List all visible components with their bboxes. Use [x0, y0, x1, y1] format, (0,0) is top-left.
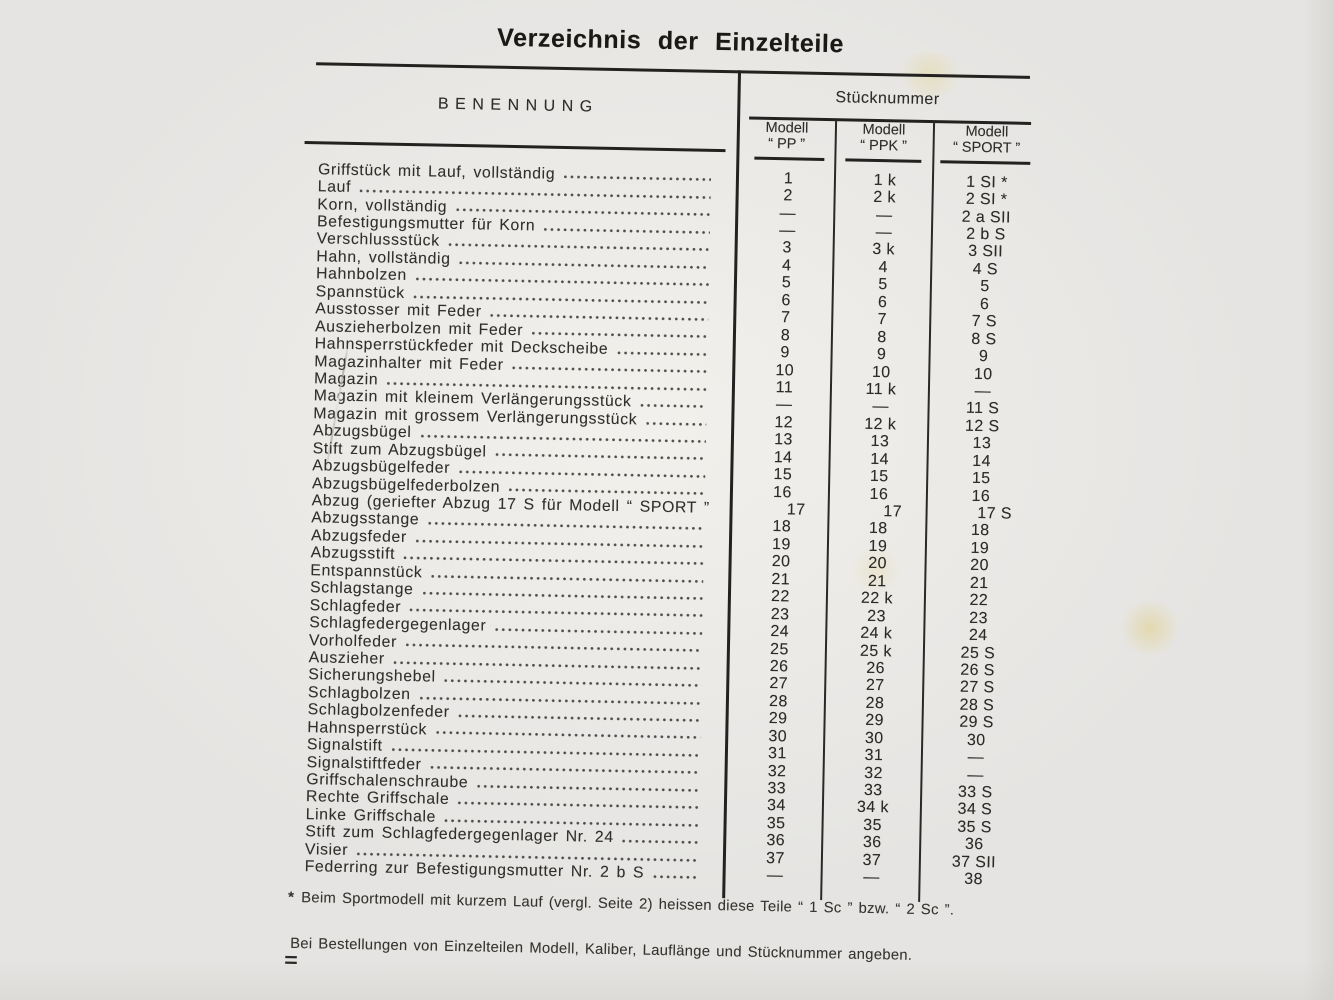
- title-rule: [316, 62, 1030, 79]
- column-header-line: “ SPORT ”: [952, 139, 1021, 157]
- ppk-column-underline: [845, 158, 922, 163]
- dotted-leader: [444, 678, 702, 688]
- part-name: Signalstift: [306, 736, 383, 755]
- parts-list-sheet: Verzeichnis der Einzelteile BENENNUNG St…: [282, 5, 1043, 997]
- dotted-leader: [459, 260, 710, 270]
- paper-stain: [1118, 600, 1182, 656]
- part-name: Abzugsstift: [310, 544, 396, 564]
- pp-column-underline: [754, 156, 825, 161]
- dotted-leader: [653, 874, 698, 880]
- name-column-underline: [304, 140, 726, 153]
- dotted-leader: [458, 801, 699, 810]
- footnote-ordering-note: Bei Bestellungen von Einzelteilen Modell…: [290, 935, 913, 964]
- dotted-leader: [512, 366, 708, 375]
- column-header-line: Modell: [765, 119, 809, 137]
- dotted-leader: [435, 731, 701, 741]
- column-header-modell-sport: Modell “ SPORT ”: [932, 123, 1041, 157]
- footnote-text: Beim Sportmodell mit kurzem Lauf (vergl.…: [301, 890, 955, 919]
- dotted-leader: [509, 488, 705, 497]
- dotted-leader: [544, 227, 710, 235]
- dotted-leader: [640, 403, 707, 409]
- dotted-leader: [617, 350, 708, 357]
- table-body: Griffstück mit Lauf, vollständig 1 1 k 1…: [285, 161, 1041, 890]
- part-name: Magazin: [313, 370, 379, 389]
- column-header-line: “ PPK ”: [860, 137, 908, 155]
- column-header-line: Modell: [862, 121, 906, 139]
- asterisk-marker: *: [287, 888, 295, 906]
- footnote-sport-short-barrel: * Beim Sportmodell mit kurzem Lauf (vergl…: [288, 889, 955, 919]
- name-column-header: BENENNUNG: [437, 95, 599, 116]
- column-header-line: “ PP ”: [768, 135, 806, 153]
- number-group-header: Stücknummer: [835, 89, 940, 109]
- page-mark: =: [284, 948, 298, 973]
- dotted-leader: [458, 469, 706, 479]
- part-name: Auszieher: [308, 649, 385, 668]
- dotted-leader: [622, 839, 699, 845]
- part-name: Lauf: [317, 178, 352, 197]
- page-title: Verzeichnis der Einzelteile: [496, 23, 845, 59]
- dotted-leader: [490, 313, 709, 322]
- cell-modell-pp: —: [766, 867, 784, 885]
- sport-column-underline: [940, 160, 1031, 165]
- dotted-leader: [495, 453, 706, 462]
- dotted-leader: [532, 331, 708, 340]
- dotted-leader: [448, 242, 710, 252]
- cell-modell-sport: 38: [964, 871, 984, 889]
- column-header-modell-ppk: Modell “ PPK ”: [834, 121, 933, 155]
- dotted-leader: [495, 627, 703, 636]
- dotted-leader: [646, 421, 707, 427]
- column-header-modell-pp: Modell “ PP ”: [738, 119, 835, 153]
- dotted-leader: [458, 714, 701, 723]
- dotted-leader: [564, 175, 711, 183]
- dotted-leader: [477, 784, 700, 793]
- column-header-line: Modell: [965, 123, 1009, 141]
- cell-modell-ppk: —: [863, 869, 880, 887]
- part-name: Visier: [304, 840, 349, 859]
